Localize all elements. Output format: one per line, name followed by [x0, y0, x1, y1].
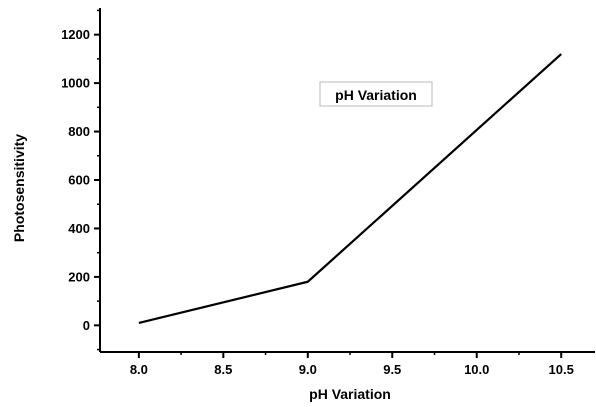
y-axis-label: Photosensitivity [11, 134, 27, 242]
y-tick-label: 1000 [61, 76, 90, 91]
annotation-text: pH Variation [335, 87, 417, 103]
y-tick-label: 600 [68, 173, 90, 188]
x-tick-label: 10.5 [549, 362, 574, 377]
x-tick-label: 8.0 [130, 362, 148, 377]
ticks: 0 200 400 600 800 1000 1200 8.0 8.5 9.0 9.5 10.0 10.… [61, 9, 574, 377]
x-tick-label: 9.0 [299, 362, 317, 377]
annotation-box [319, 81, 433, 107]
y-tick-label: 0 [83, 318, 90, 333]
x-tick-label: 8.5 [214, 362, 232, 377]
axes [99, 8, 595, 353]
x-axis-label: pH Variation [309, 386, 391, 402]
x-tick-label: 9.5 [383, 362, 401, 377]
y-tick-label: 200 [68, 269, 90, 284]
series [138, 53, 562, 324]
y-tick-label: 1200 [61, 27, 90, 42]
annotation: pH Variation [319, 81, 433, 107]
x-tick-label: 10.0 [464, 362, 489, 377]
y-tick-label: 800 [68, 124, 90, 139]
y-tick-label: 400 [68, 221, 90, 236]
